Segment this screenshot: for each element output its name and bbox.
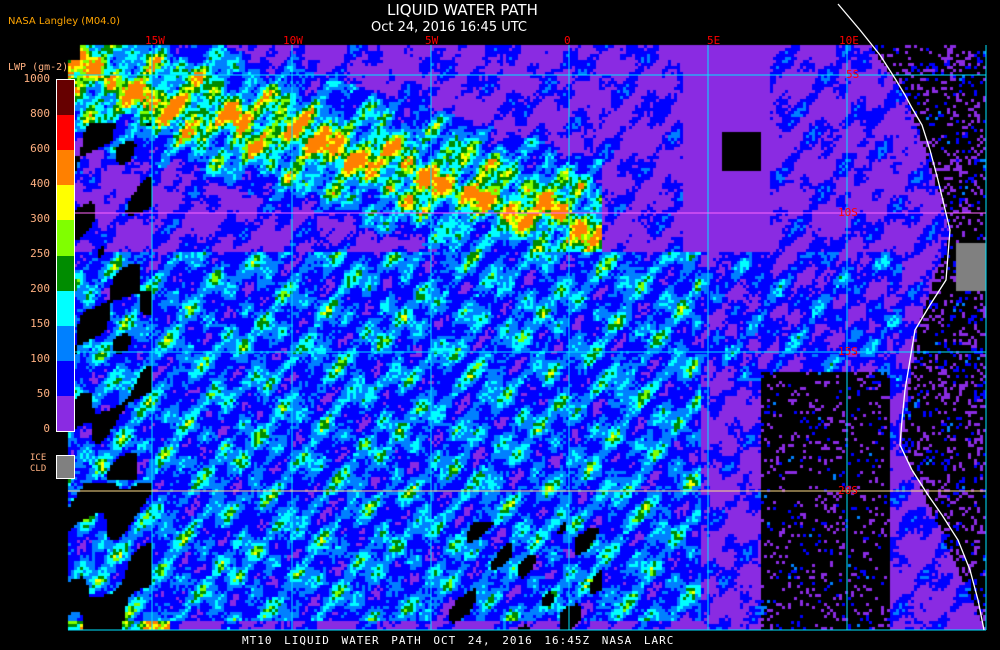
color-bar-segment [57,220,74,256]
color-bar [56,79,75,432]
lat-label-10s: 10S [838,206,858,219]
lon-label-10w: 10W [283,34,303,47]
color-bar-segment [57,360,74,396]
color-bar-segment [57,150,74,186]
legend-tick: 800 [30,107,50,120]
legend-tick: 200 [30,282,50,295]
legend-tick: 600 [30,142,50,155]
legend-tick: 0 [43,422,50,435]
coastline [837,3,985,631]
color-bar-segment [57,115,74,151]
lat-label-5s: 5S [846,68,860,81]
color-bar-segment [57,395,74,431]
color-bar-segment [57,185,74,221]
legend-tick: 400 [30,177,50,190]
footer-caption: MT10 LIQUID WATER PATH OCT 24, 2016 16:4… [242,634,675,647]
lat-label-20s: 20S [838,484,858,497]
map-title: LIQUID WATER PATH [387,1,538,19]
color-bar-segment [57,290,74,326]
lat-label-15s: 15S [838,345,858,358]
lon-label-5e: 5E [707,34,721,47]
map-timestamp: Oct 24, 2016 16:45 UTC [371,20,527,35]
legend-tick: 300 [30,212,50,225]
legend-tick: 150 [30,317,50,330]
legend-tick: 50 [36,387,50,400]
color-bar-segment [57,255,74,291]
ice-cloud-label: ICE CLD [30,453,47,474]
ice-cloud-swatch [56,455,75,479]
lon-label-10e: 10E [839,34,859,47]
lon-label-0: 0 [564,34,571,47]
legend-tick: 1000 [23,72,51,85]
legend-title: LWP (gm-2) [8,62,69,73]
lon-label-5w: 5W [425,34,439,47]
color-bar-segment [57,325,74,361]
lon-label-15w: 15W [145,34,165,47]
legend-tick: 250 [30,247,50,260]
source-label: NASA Langley (M04.0) [8,16,120,27]
color-bar-segment [57,80,74,116]
lat-lon-grid [68,45,987,631]
legend-tick: 100 [30,352,50,365]
